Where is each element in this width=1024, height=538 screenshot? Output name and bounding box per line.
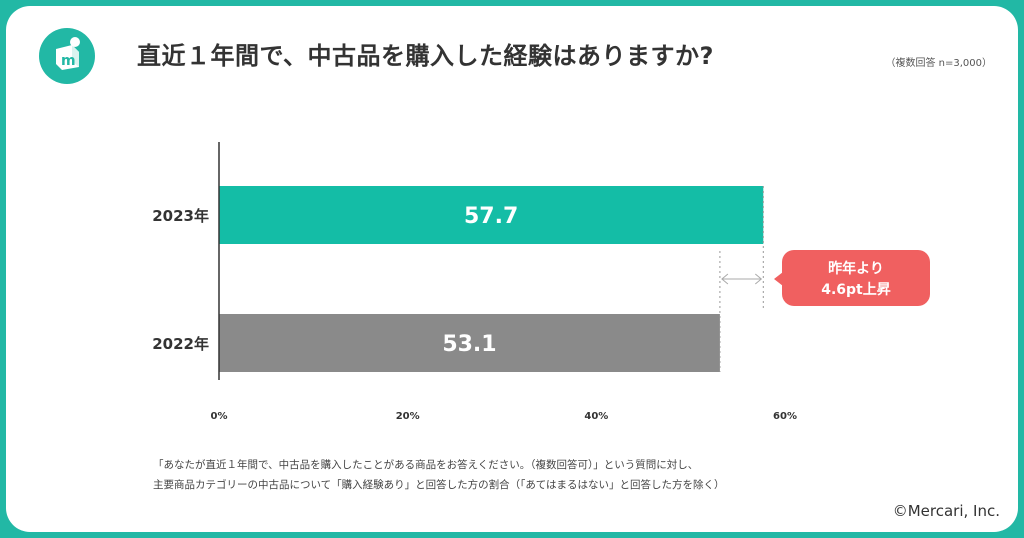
x-tick-label-3: 60% [773,411,797,422]
mercari-logo-icon: m [39,28,95,84]
bar-value-label-0: 57.7 [464,204,518,229]
category-label-0: 2023年 [152,207,209,225]
sample-note: （複数回答 n=3,000） [885,58,992,69]
bar-1 [219,314,720,372]
card: m 直近１年間で、中古品を購入した経験はありますか? （複数回答 n=3,000… [6,6,1018,532]
arrow-head-left [721,273,729,285]
footnote-line-2: 主要商品カテゴリーの中古品について「購入経験あり」と回答した方の割合（「あてはま… [153,479,725,491]
callout-pointer [774,272,783,286]
arrow-head-right [754,273,763,285]
callout-bubble [782,250,930,306]
footnote-line-1: 「あなたが直近１年間で、中古品を購入したことがある商品をお答えください。（複数回… [153,459,699,471]
x-tick-label-1: 20% [396,411,420,422]
callout-line-1: 昨年より [828,260,884,277]
callout-line-2: 4.6pt上昇 [821,282,891,298]
svg-text:m: m [61,53,76,69]
bar-value-label-1: 53.1 [442,332,496,357]
footnote: 「あなたが直近１年間で、中古品を購入したことがある商品をお答えください。（複数回… [153,455,725,495]
bar-chart: 57.7 2023年 53.1 2022年 0% 20% 40% 60% 昨年より 4.6pt上昇 [152,142,930,422]
bar-0 [219,186,764,244]
x-tick-label-0: 0% [211,411,228,422]
copyright: ©Mercari, Inc. [892,502,1000,520]
x-tick-label-2: 40% [584,411,608,422]
page-title: 直近１年間で、中古品を購入した経験はありますか? [137,42,714,70]
category-label-1: 2022年 [152,335,209,353]
